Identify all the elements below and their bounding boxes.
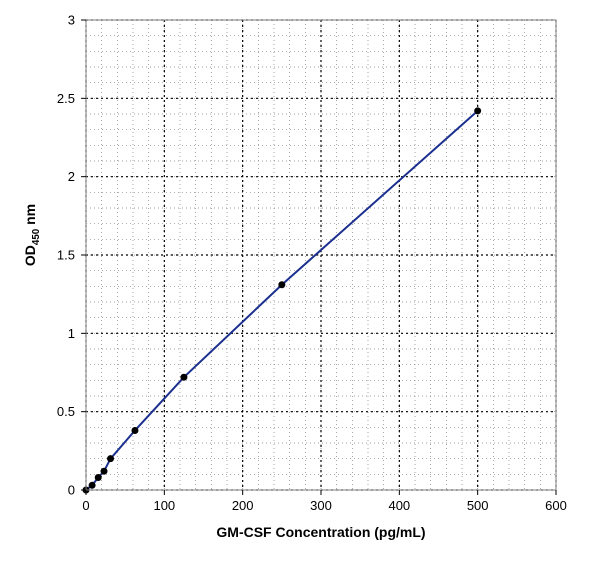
data-point — [89, 482, 96, 489]
data-point — [180, 374, 187, 381]
y-axis-label: OD450 nm — [22, 175, 42, 295]
x-tick-label: 600 — [545, 498, 567, 513]
y-tick-label: 2 — [68, 169, 75, 184]
standard-curve-chart: 0 100 200 300 400 500 600 0 0.5 1 1.5 2 2.5 3 OD450 n… — [0, 0, 594, 566]
x-axis-ticks: 0 100 200 300 400 500 600 — [82, 490, 566, 513]
x-tick-label: 0 — [82, 498, 89, 513]
data-point — [131, 427, 138, 434]
chart-canvas: 0 100 200 300 400 500 600 0 0.5 1 1.5 2 2.5 3 — [0, 0, 594, 566]
y-tick-label: 3 — [68, 13, 75, 28]
x-axis-label-text: GM-CSF Concentration (pg/mL) — [216, 524, 425, 540]
y-axis-label-sub: 450 — [31, 229, 42, 245]
y-axis-label-suffix: nm — [22, 204, 38, 229]
y-tick-label: 2.5 — [57, 91, 75, 106]
x-tick-label: 300 — [310, 498, 332, 513]
y-axis-ticks: 0 0.5 1 1.5 2 2.5 3 — [57, 13, 86, 498]
x-tick-label: 500 — [467, 498, 489, 513]
x-axis-label: GM-CSF Concentration (pg/mL) — [86, 524, 556, 540]
x-tick-label: 200 — [232, 498, 254, 513]
x-tick-label: 100 — [153, 498, 175, 513]
y-tick-label: 0.5 — [57, 404, 75, 419]
data-point — [107, 455, 114, 462]
y-axis-label-main: OD — [22, 245, 38, 266]
data-point — [278, 281, 285, 288]
data-point — [101, 468, 108, 475]
y-tick-label: 1.5 — [57, 248, 75, 263]
data-point — [95, 474, 102, 481]
data-point — [474, 107, 481, 114]
x-tick-label: 400 — [388, 498, 410, 513]
y-tick-label: 1 — [68, 326, 75, 341]
y-tick-label: 0 — [68, 483, 75, 498]
